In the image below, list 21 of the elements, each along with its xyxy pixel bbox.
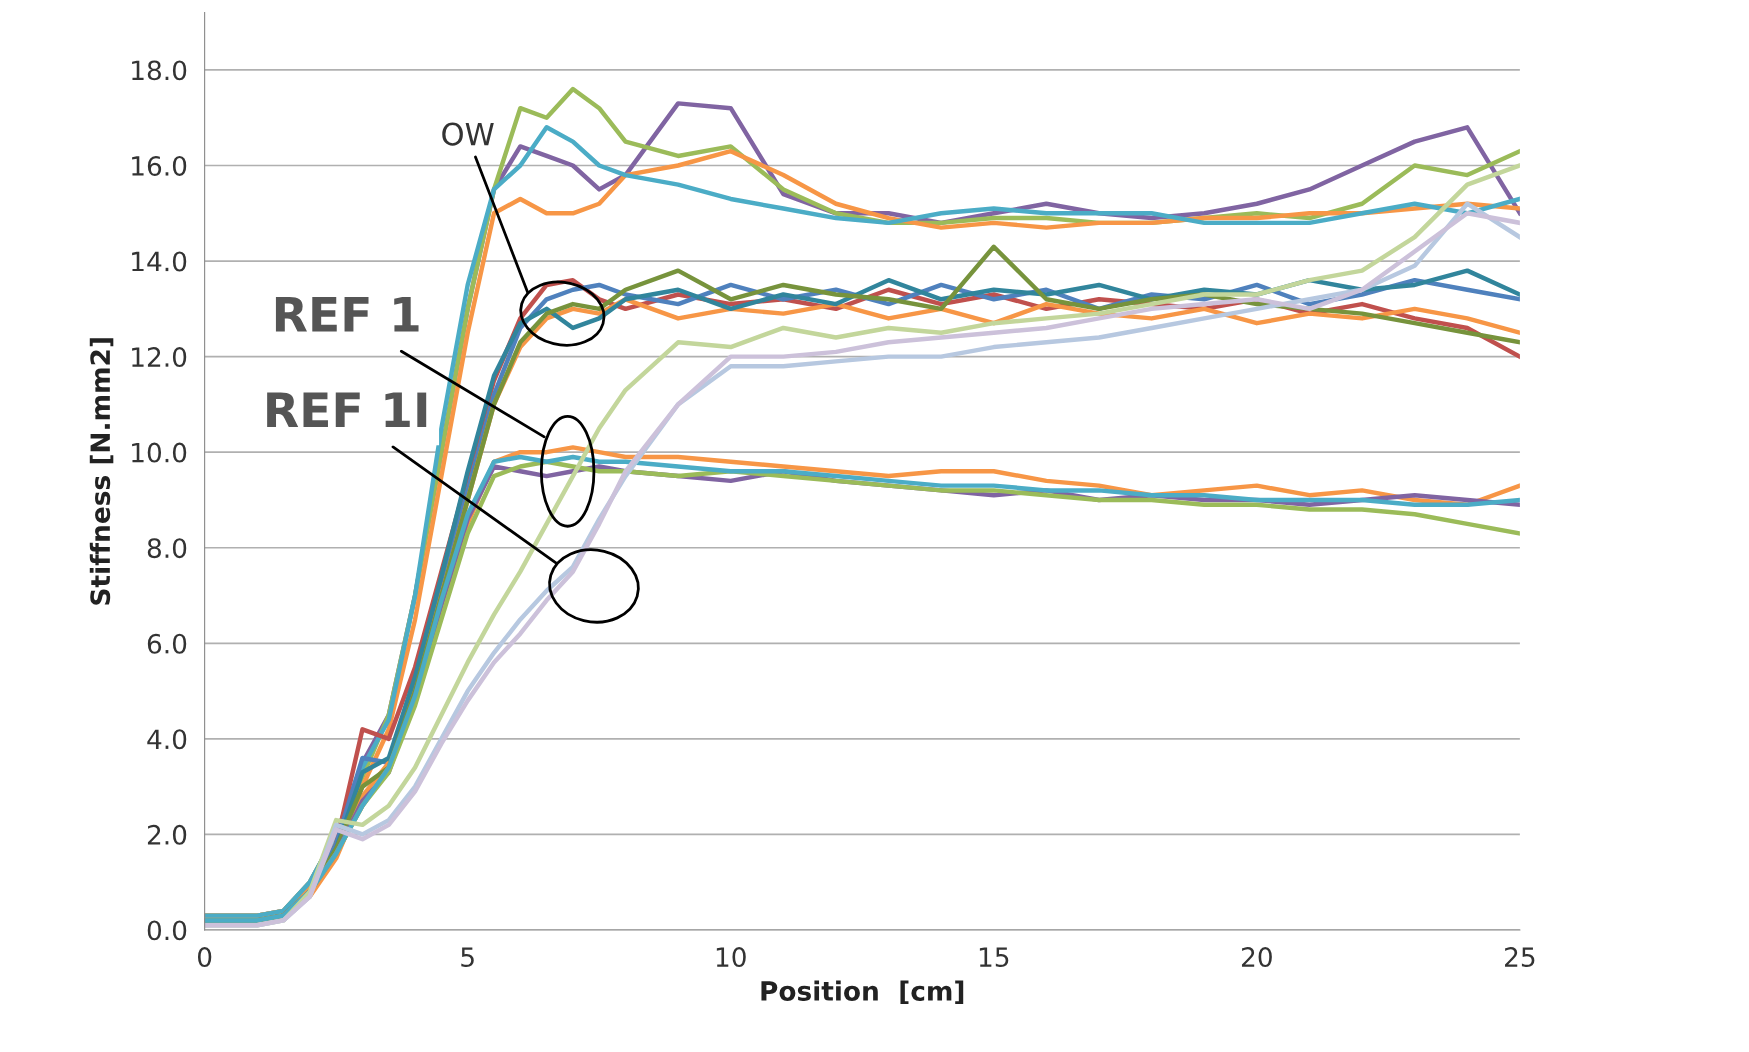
- x-tick-label: 10: [716, 947, 746, 968]
- x-tick-label: 20: [1241, 947, 1272, 968]
- y-tick-label: 6.0: [147, 633, 187, 654]
- x-tick-label: 25: [1505, 947, 1535, 968]
- annotation: OW: [442, 122, 494, 146]
- x-tick-label: 0: [197, 947, 212, 968]
- y-tick-label: 14.0: [132, 251, 187, 272]
- y-tick-label: 16.0: [132, 155, 187, 176]
- y-axis-title: Stiffness [N.mm2]: [89, 338, 114, 605]
- annotation: REF 1: [275, 297, 419, 332]
- y-tick-label: 4.0: [147, 729, 187, 750]
- y-tick-label: 8.0: [147, 538, 187, 559]
- y-tick-label: 10.0: [132, 442, 187, 463]
- y-tick-label: 0.0: [147, 920, 187, 941]
- y-tick-label: 12.0: [132, 347, 187, 368]
- annotation: REF 1I: [267, 392, 427, 427]
- x-axis-title: Position [cm]: [761, 980, 964, 1005]
- x-tick-label: 15: [979, 947, 1009, 968]
- y-tick-label: 18.0: [132, 60, 187, 81]
- y-tick-label: 2.0: [147, 824, 187, 845]
- x-tick-label: 5: [461, 947, 474, 968]
